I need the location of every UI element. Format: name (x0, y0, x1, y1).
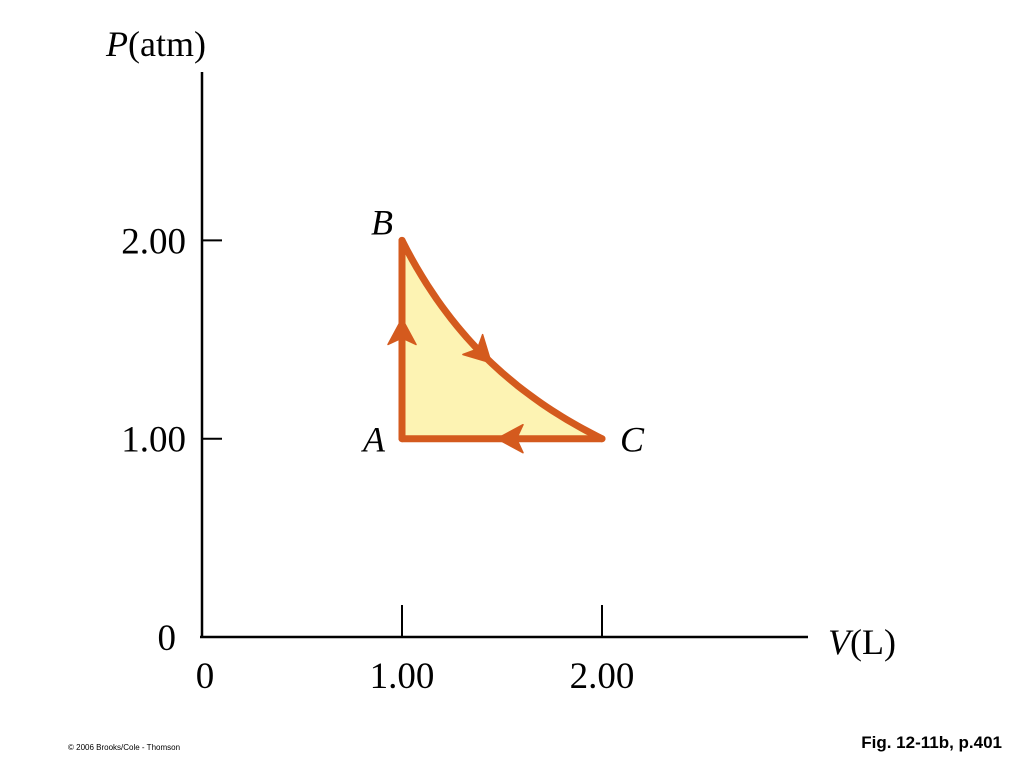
y-tick-label: 1.00 (121, 420, 186, 461)
arrow-c-a (496, 423, 524, 454)
x-axis-title: V(L) (828, 622, 896, 662)
point-label-a: A (361, 420, 386, 460)
point-label-b: B (371, 202, 393, 242)
copyright-notice: © 2006 Brooks/Cole - Thomson (68, 743, 181, 752)
ticks: 0 1.00 2.00 0 1.00 2.00 (121, 221, 634, 697)
y-axis-title: P(atm) (105, 24, 206, 64)
x-tick-label: 0 (196, 656, 215, 697)
point-label-c: C (620, 420, 645, 460)
y-tick-label: 2.00 (121, 221, 186, 262)
thermodynamic-cycle: A B C (361, 202, 645, 459)
arrow-a-b (387, 317, 417, 346)
x-tick-label: 1.00 (370, 656, 435, 697)
y-tick-label: 0 (158, 618, 177, 659)
cycle-area (402, 240, 602, 439)
figure-caption: Fig. 12-11b, p.401 (861, 733, 1002, 752)
x-tick-label: 2.00 (570, 656, 635, 697)
segment-b-c (398, 236, 606, 443)
arrow-b-c (462, 333, 492, 364)
